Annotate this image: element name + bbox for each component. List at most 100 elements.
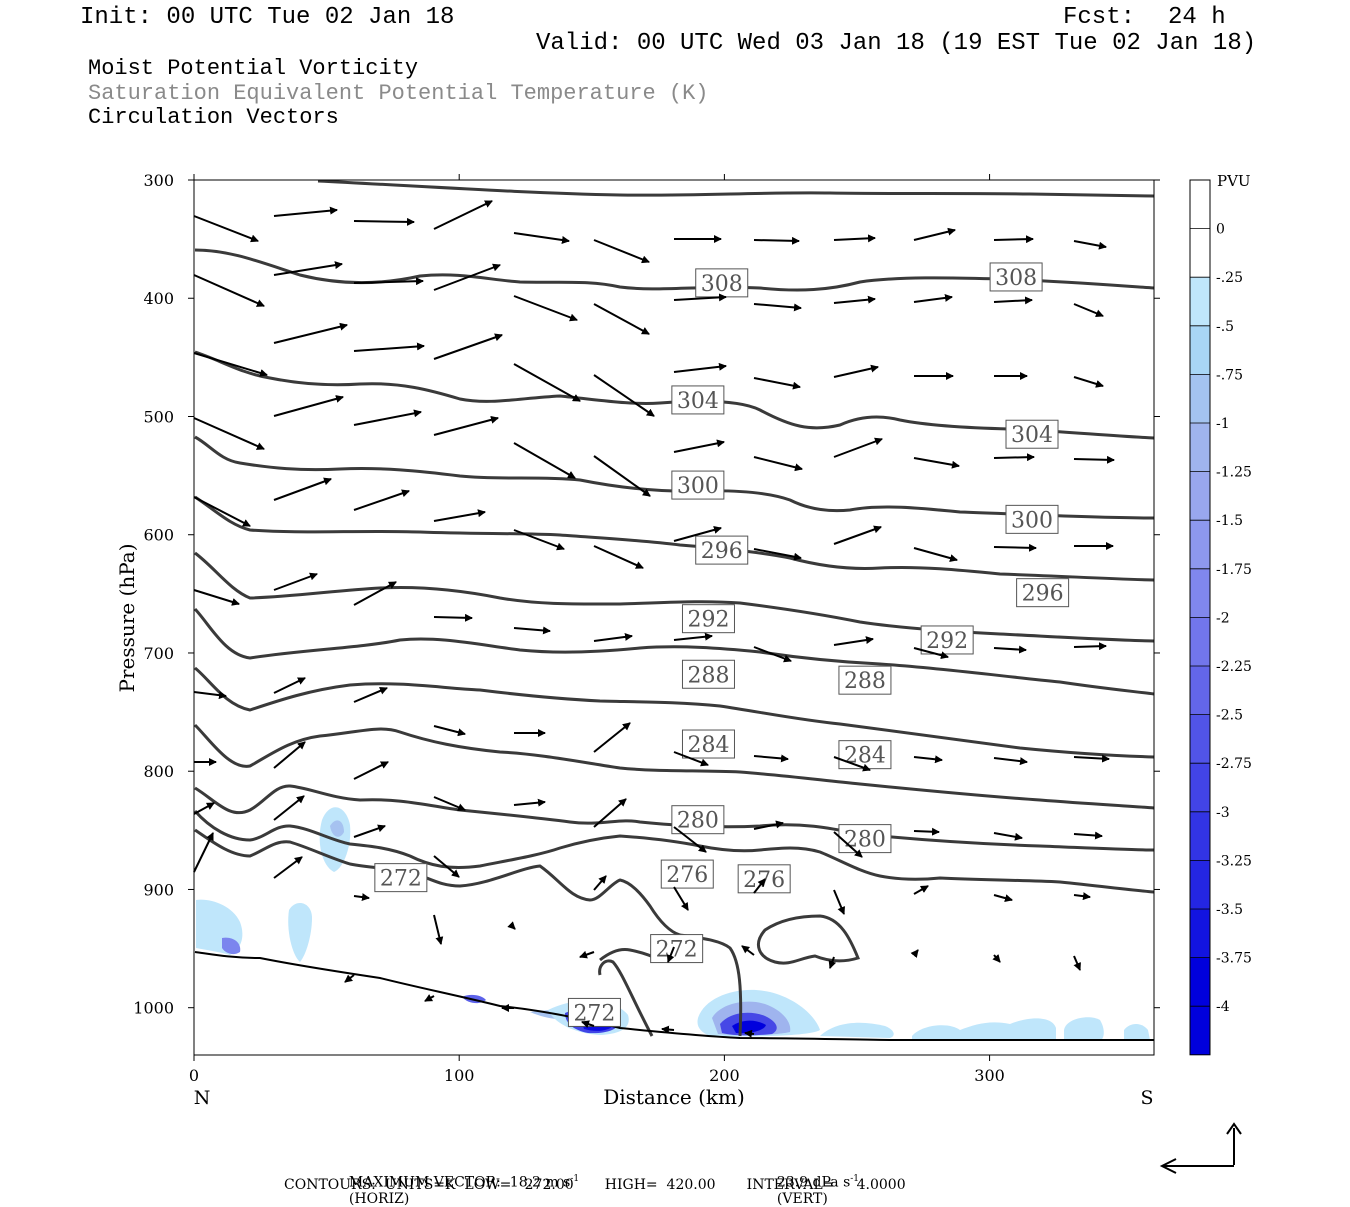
colorbar-swatch (1190, 617, 1210, 666)
vector-arrow (1073, 240, 1107, 250)
vector-arrow (581, 1020, 595, 1029)
vector-arrow (433, 914, 444, 945)
x-end-label-north: N (194, 1087, 211, 1109)
vector-arrow (833, 364, 879, 378)
vector-arrow (833, 756, 871, 772)
colorbar-swatch (1190, 1006, 1210, 1055)
colorbar-label: -2.75 (1216, 756, 1252, 772)
contour-label-box (671, 385, 725, 415)
contour-label: 284 (844, 744, 886, 769)
y-tick-label: 500 (143, 407, 174, 426)
vector-arrow (753, 303, 802, 312)
vector-arrow (673, 886, 689, 911)
contour-label-box (374, 863, 428, 893)
contour-line (194, 248, 1155, 292)
vector-arrow (433, 796, 466, 811)
x-tick-label: 100 (444, 1066, 475, 1085)
vector-arrow (673, 751, 709, 767)
vector-arrow (193, 274, 265, 307)
colorbar-swatch (1190, 811, 1210, 861)
colorbar-label: -2.25 (1216, 659, 1252, 675)
circulation-vectors (193, 200, 1115, 1038)
colorbar-label: -.5 (1216, 319, 1234, 335)
vector-arrow (193, 215, 259, 243)
contour-label-box (1005, 419, 1059, 449)
max-vector-horiz: MAXIMUM VECTOR: 18.2 m s (348, 1174, 571, 1191)
x-tick-label: 0 (189, 1066, 199, 1085)
vector-arrow (507, 921, 516, 930)
vector-arrow (993, 832, 1023, 841)
vector-arrow (193, 496, 251, 527)
contour-label: 300 (677, 474, 719, 499)
contour-line (194, 551, 1155, 643)
vector-arrow (593, 455, 651, 497)
mpv-blob (820, 1022, 894, 1038)
vector-arrow (913, 827, 940, 836)
contour-label-box (1016, 578, 1070, 608)
contour-label-box (671, 470, 725, 500)
contour-label-box (681, 604, 735, 634)
colorbar-title: PVU (1217, 172, 1251, 190)
contour-line (194, 784, 1155, 852)
colorbar-swatch (1190, 860, 1210, 909)
vector-arrow (673, 826, 707, 853)
contour-label: 292 (926, 629, 968, 654)
vector-arrow (513, 442, 576, 479)
y-axis-label: Pressure (hPa) (115, 544, 139, 693)
contour-label-box (650, 934, 704, 964)
y-tick-label: 600 (143, 526, 174, 545)
vector-arrow (273, 322, 348, 344)
contour-label-box (681, 659, 735, 689)
colorbar-swatch (1190, 228, 1210, 278)
mpv-blob (1064, 1017, 1104, 1040)
valid-time: Valid: 00 UTC Wed 03 Jan 18 (19 EST Tue … (536, 30, 1257, 57)
unit-exponent: -1 (570, 1174, 580, 1184)
vector-arrow (753, 820, 784, 830)
title-vectors: Circulation Vectors (88, 105, 339, 130)
colorbar-swatch (1190, 277, 1210, 326)
vector-arrow (593, 374, 655, 417)
vector-arrow (913, 755, 943, 764)
vector-arrow (273, 395, 344, 417)
vector-arrow (273, 741, 306, 769)
vector-arrow (993, 296, 1033, 305)
vector-arrow (993, 645, 1027, 654)
y-tick-label: 300 (143, 171, 174, 190)
vector-arrow (673, 293, 727, 302)
vector-arrow (353, 687, 388, 703)
y-axis: 300 400 500 600 700 800 900 1000 (133, 171, 1160, 1018)
contour-line (193, 810, 1155, 894)
contour-label: 272 (380, 867, 422, 892)
x-axis: 0 100 200 300 (189, 174, 1005, 1085)
contour-label: 296 (1022, 582, 1064, 607)
contour-line (194, 495, 1155, 582)
vector-arrow (666, 946, 675, 963)
colorbar-swatch (1190, 666, 1210, 715)
contour-label-box (920, 625, 974, 655)
contour-label: 304 (677, 389, 719, 414)
colorbar-swatch (1190, 471, 1210, 521)
vector-arrow (273, 477, 332, 501)
mpv-blob (1124, 1024, 1150, 1040)
vector-arrow (913, 457, 960, 469)
contour-label-box (838, 665, 892, 695)
pv-colorbar: 0 -.25 -.5 -.75 -1 -1.25 -1.5 -1.75 -2 -2.25 -2.5 -… (1189, 179, 1252, 1056)
vector-arrow (433, 263, 501, 291)
vector-arrow (1073, 455, 1115, 464)
vert-label: (VERT) (776, 1190, 828, 1207)
vector-arrow (353, 277, 424, 286)
vector-arrow (593, 632, 633, 642)
vector-arrow (744, 1029, 755, 1038)
contour-label: 308 (995, 266, 1037, 291)
contour-label: 280 (677, 809, 719, 834)
title-mpv: Moist Potential Vorticity (88, 56, 419, 81)
colorbar-label: -3.5 (1216, 902, 1243, 918)
vector-arrow (433, 613, 473, 622)
vector-arrow (993, 543, 1037, 552)
vector-arrow (353, 761, 389, 780)
contour-label-box (660, 859, 714, 889)
max-vector-line: MAXIMUM VECTOR: 18.2 m s-1 (HORIZ) (340, 1158, 579, 1207)
vector-arrow (353, 489, 410, 511)
contour-label-box (989, 262, 1043, 292)
plot-frame (193, 179, 1155, 1056)
